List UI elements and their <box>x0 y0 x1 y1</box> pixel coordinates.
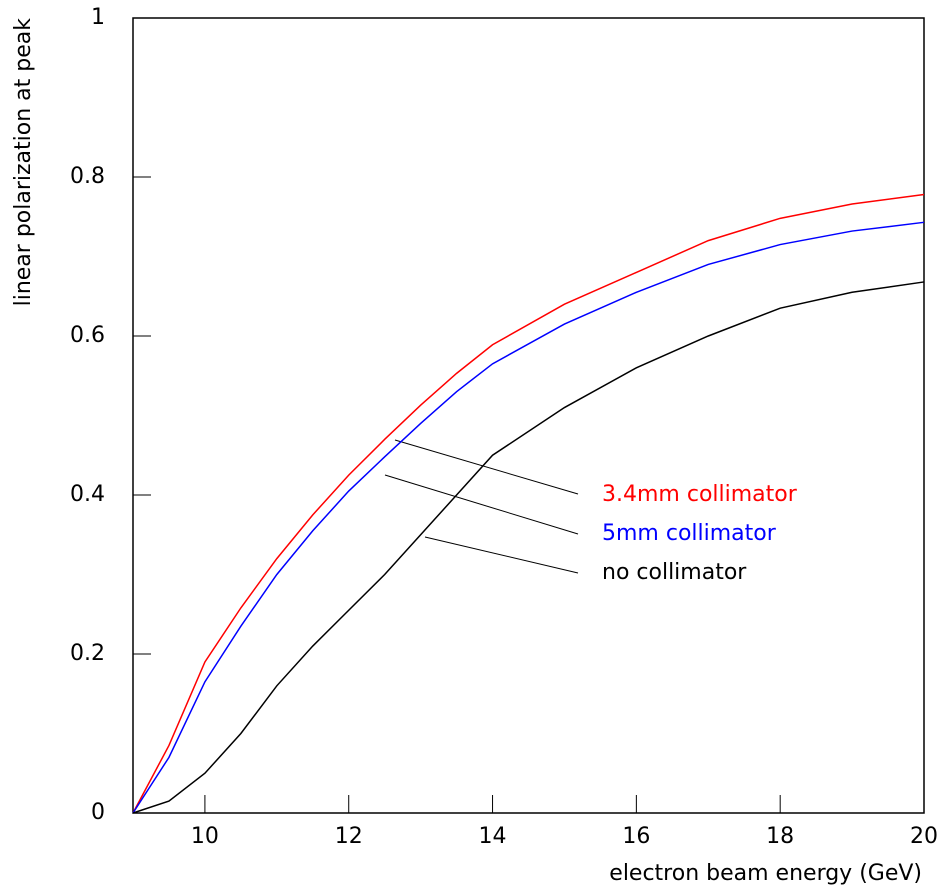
plot-frame <box>132 17 925 814</box>
y-tick-label: 0 <box>91 800 105 825</box>
x-tick-label: 16 <box>622 824 650 849</box>
y-axis-label: linear polarization at peak <box>11 18 36 307</box>
y-tick-label: 0.2 <box>70 641 105 666</box>
x-tick-label: 20 <box>910 824 938 849</box>
y-tick-label: 0.4 <box>70 482 105 507</box>
legend-label: 5mm collimator <box>602 521 777 546</box>
x-tick-label: 18 <box>766 824 794 849</box>
legend-label: no collimator <box>602 560 747 585</box>
x-tick-label: 12 <box>335 824 363 849</box>
legend-label: 3.4mm collimator <box>602 482 798 507</box>
x-axis-label: electron beam energy (GeV) <box>609 861 922 886</box>
leader-line <box>394 439 579 495</box>
y-tick-label: 0.8 <box>70 164 105 189</box>
series-line <box>132 193 925 814</box>
leader-line <box>384 474 579 535</box>
series-line <box>132 281 925 814</box>
x-tick-label: 10 <box>191 824 219 849</box>
y-tick-label: 1 <box>91 5 105 30</box>
y-tick-label: 0.6 <box>70 323 105 348</box>
x-tick-label: 14 <box>479 824 507 849</box>
leader-line <box>424 536 579 574</box>
series-line <box>132 221 925 814</box>
